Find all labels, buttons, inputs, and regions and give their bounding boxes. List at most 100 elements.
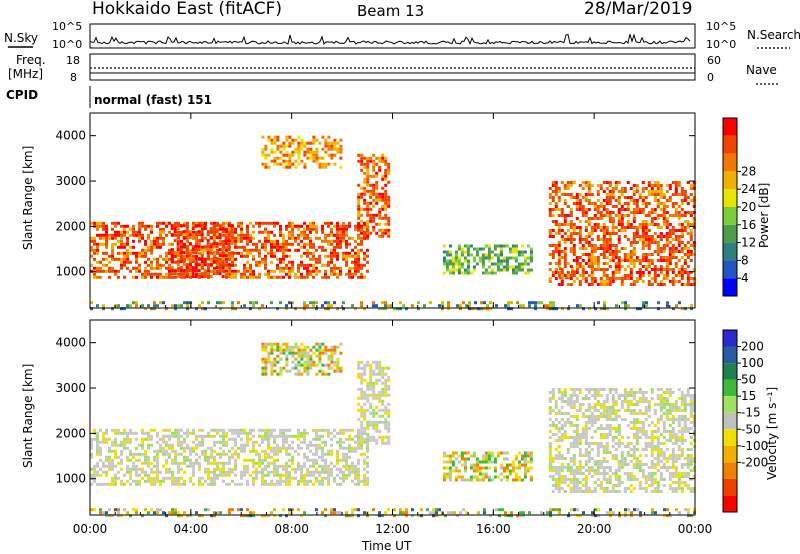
- velocity-cell: [270, 360, 274, 364]
- power-cell: [581, 214, 585, 217]
- power-cell: [267, 233, 270, 237]
- velocity-cell: [602, 448, 606, 451]
- power-cell: [668, 253, 672, 256]
- power-cell: [318, 162, 322, 166]
- velocity-cell: [183, 446, 186, 450]
- power-cell: [360, 301, 363, 305]
- power-cell: [207, 301, 210, 305]
- power-cell: [168, 251, 171, 255]
- power-cell: [387, 216, 391, 220]
- power-cell: [342, 224, 345, 228]
- velocity-cell: [629, 394, 633, 397]
- power-cell: [620, 277, 624, 280]
- power-cell: [551, 244, 555, 247]
- velocity-cell: [315, 434, 318, 438]
- power-cell: [357, 266, 360, 270]
- velocity-cell: [258, 464, 261, 468]
- power-cell: [375, 195, 379, 199]
- power-cell: [680, 247, 684, 250]
- velocity-cell: [632, 445, 636, 448]
- power-cell: [170, 227, 174, 231]
- velocity-cell: [126, 440, 129, 444]
- power-cell: [354, 263, 357, 267]
- velocity-cell: [584, 487, 588, 490]
- velocity-cell: [312, 437, 315, 441]
- power-cell: [641, 235, 645, 238]
- power-cell: [327, 301, 330, 305]
- velocity-cell: [611, 400, 615, 403]
- power-cell: [590, 250, 594, 253]
- power-cell: [363, 222, 367, 226]
- power-cell: [478, 247, 482, 251]
- power-cell: [602, 262, 606, 265]
- velocity-cell: [267, 437, 270, 441]
- velocity-cell: [560, 391, 564, 394]
- power-cell: [369, 156, 373, 160]
- velocity-cell: [318, 357, 322, 361]
- velocity-cell: [141, 440, 144, 444]
- velocity-cell: [153, 464, 156, 468]
- velocity-cell: [336, 345, 340, 349]
- power-cell: [267, 138, 271, 142]
- velocity-cell: [318, 479, 321, 483]
- velocity-cell: [303, 476, 306, 480]
- power-cell: [318, 236, 321, 240]
- velocity-cell: [336, 473, 339, 477]
- velocity-cell: [180, 452, 183, 456]
- power-cell: [683, 220, 687, 223]
- power-cell: [264, 221, 267, 225]
- velocity-cell: [180, 461, 183, 465]
- velocity-cell: [174, 479, 177, 483]
- power-cell: [635, 190, 639, 193]
- velocity-cell: [551, 460, 555, 463]
- velocity-cell: [638, 469, 642, 472]
- velocity-cell: [255, 452, 258, 456]
- power-cell: [201, 251, 204, 255]
- velocity-cell: [454, 478, 458, 482]
- power-cell: [270, 248, 273, 252]
- power-cell: [596, 268, 600, 271]
- velocity-cell: [207, 470, 210, 474]
- velocity-cell: [108, 449, 111, 453]
- power-cell: [330, 233, 333, 237]
- power-cell: [566, 283, 570, 286]
- power-cell: [578, 265, 582, 268]
- velocity-cell: [620, 400, 624, 403]
- power-cell: [581, 265, 585, 268]
- velocity-cell: [276, 458, 279, 462]
- power-cell: [132, 224, 135, 228]
- power-cell: [150, 266, 153, 270]
- velocity-cell: [186, 464, 189, 468]
- velocity-cell: [213, 467, 216, 471]
- velocity-cell: [222, 470, 225, 474]
- power-cell: [270, 141, 274, 145]
- velocity-cell: [141, 443, 144, 447]
- velocity-cell: [234, 467, 237, 471]
- power-cell: [276, 221, 279, 225]
- power-cell: [246, 227, 249, 231]
- power-cell: [632, 220, 636, 223]
- velocity-cell: [306, 431, 309, 435]
- velocity-cell: [366, 381, 370, 385]
- velocity-cell: [300, 372, 304, 376]
- power-cell: [499, 247, 503, 251]
- power-cell: [587, 244, 591, 247]
- power-cell: [384, 301, 387, 305]
- power-cell: [650, 190, 654, 193]
- power-cell: [216, 221, 219, 225]
- velocity-cell: [312, 461, 315, 465]
- velocity-cell: [93, 479, 96, 483]
- velocity-cell: [572, 442, 576, 445]
- power-cell: [611, 259, 615, 262]
- power-cell: [279, 301, 282, 305]
- power-cell: [279, 248, 282, 252]
- power-cell: [120, 224, 123, 228]
- power-cell: [399, 307, 402, 311]
- power-cell: [668, 199, 672, 202]
- power-cell: [285, 263, 288, 267]
- power-cell: [511, 271, 515, 275]
- power-cell: [602, 181, 606, 184]
- power-cell: [578, 232, 582, 235]
- power-cell: [294, 165, 298, 169]
- velocity-cell: [171, 443, 174, 447]
